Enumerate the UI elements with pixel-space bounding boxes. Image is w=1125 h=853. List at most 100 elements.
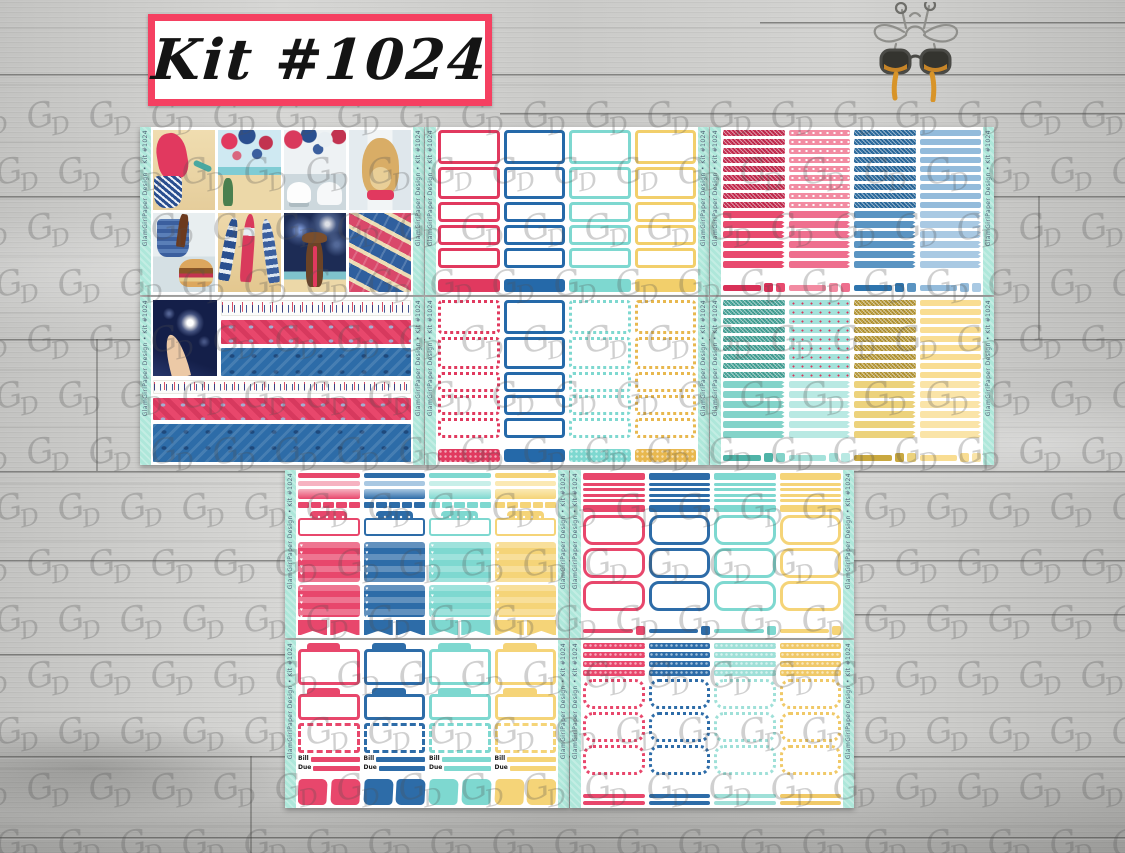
rounded-box-sticker (648, 515, 710, 545)
header-strip-sticker (919, 184, 981, 190)
patterned-strip-sticker (714, 670, 776, 676)
photo-swimsuit-beach (153, 130, 216, 210)
tab-box-body (298, 649, 360, 685)
stamp-edge-box-sticker (494, 723, 556, 753)
header-strip-sticker (919, 363, 981, 369)
date-square-sticker (401, 502, 413, 508)
half-box-sticker (569, 248, 631, 268)
half-box-sticker (503, 130, 565, 164)
mini-square-sticker (906, 283, 916, 292)
patterned-strip-sticker (779, 661, 841, 667)
washi-strip-sticker (788, 411, 850, 418)
washi-strip-sticker (153, 380, 411, 394)
washi-strip-sticker (854, 231, 916, 238)
date-square-sticker (467, 502, 478, 508)
sheet-edge-text: GlamGirlPaper Design • Kit #1024 (985, 130, 992, 247)
tab (503, 643, 537, 651)
half-box-sticker (503, 372, 565, 392)
header-tab (441, 511, 479, 520)
date-square-sticker (479, 502, 491, 508)
rounded-box-sticker (779, 679, 841, 709)
header-strip-sticker (788, 139, 850, 145)
header-strips-sheet-teal-gold: GlamGirlPaper Design • Kit #1024 GlamGirl… (710, 297, 994, 465)
rounded-box-sticker (583, 712, 645, 742)
brush-swatch-sticker (493, 779, 524, 805)
checklist-sticker: ♥ ♥ ♥ ♥ ♥ (429, 585, 491, 620)
tab-box-body (494, 649, 556, 685)
mini-square-sticker (766, 626, 776, 635)
washi-strip-sticker (919, 431, 981, 438)
tabs-and-swatches-sheet: GlamGirlPaper Design • Kit #1024 Bill Due B… (285, 640, 569, 808)
wood-plank-seam (855, 614, 1125, 617)
header-strip-sticker (854, 148, 916, 154)
washi-strip-sticker (854, 211, 916, 218)
brush-swatch-sticker (330, 779, 361, 805)
washi-strip-sticker (788, 241, 850, 248)
checklist-sticker: ♥ ♥ ♥ ♥ ♥ (429, 542, 491, 582)
header-strip-sticker (854, 336, 916, 342)
mini-square-sticker (829, 453, 838, 462)
rounded-box-sticker (714, 745, 776, 775)
double-line-sticker (648, 494, 710, 502)
header-strip-sticker (788, 363, 850, 369)
thin-strip-sticker (363, 481, 425, 486)
washi-strip-sticker (854, 411, 916, 418)
half-box-sticker (634, 167, 696, 199)
heart-checkbox-column: ♥ ♥ ♥ ♥ ♥ (431, 543, 434, 577)
line-strip-sticker (583, 494, 645, 497)
mini-strip-sticker (854, 454, 892, 461)
thin-strip-sticker (779, 801, 841, 805)
mini-sticker-row (854, 453, 916, 462)
mini-strip-sticker (779, 628, 829, 633)
header-strip-sticker (723, 157, 785, 163)
rounded-box-sticker (779, 515, 841, 545)
header-strip-sticker (854, 327, 916, 333)
header-strip-sticker (788, 327, 850, 333)
header-strip-sticker (919, 130, 981, 136)
mini-strip-sticker (723, 454, 761, 461)
sheet-edge-right: GlamGirlPaper Design • Kit #1024 (698, 127, 709, 295)
sheet-edge-text: GlamGirlPaper Design • Kit #1024 (712, 130, 719, 247)
header-strip-sticker (854, 175, 916, 181)
washi-strip-sticker (919, 221, 981, 228)
sheet-edge-text: GlamGirlPaper Design • Kit #1024 (845, 473, 852, 590)
solid-bar-sticker (569, 279, 631, 292)
half-box-sticker (569, 225, 631, 245)
banner-row (494, 620, 556, 635)
header-strip-sticker (723, 372, 785, 378)
date-square-row (429, 502, 491, 508)
washi-strip-sticker (919, 381, 981, 388)
sheet-body (723, 300, 981, 462)
tab (372, 643, 406, 651)
tab-box-body (298, 694, 360, 720)
date-square-sticker (494, 502, 506, 508)
date-square-sticker (441, 502, 453, 508)
header-tab (310, 511, 348, 520)
header-strip-sticker (854, 318, 916, 324)
date-square-sticker (414, 502, 426, 508)
line-strip-sticker (648, 494, 710, 497)
sheet-edge-text: GlamGirlPaper Design • Kit #1024 (572, 473, 579, 590)
line-strip-sticker (583, 473, 645, 480)
tab-box-body (363, 694, 425, 720)
mini-strip-sticker (583, 628, 633, 633)
stamp-edge-box-sticker (429, 723, 491, 753)
header-strip-sticker (788, 318, 850, 324)
bill-due-label: Due (363, 764, 377, 771)
sheet-edge-text: GlamGirlPaper Design • Kit #1024 (985, 300, 992, 417)
sticker-column (438, 130, 500, 292)
banner-row (363, 620, 425, 635)
bill-due-bar (441, 756, 491, 762)
tab-box-sticker (429, 688, 491, 720)
header-strip-sticker (723, 318, 785, 324)
tab-box-body (429, 694, 491, 720)
half-box-sheet: GlamGirlPaper Design • Kit #1024 GlamGirl… (425, 127, 709, 295)
sticker-column (919, 300, 981, 462)
line-strip-sticker (648, 505, 710, 512)
patterned-strip-sticker (583, 661, 645, 667)
washi-strip-sticker (723, 421, 785, 428)
mini-sticker-row (919, 283, 981, 292)
mini-square-sticker (960, 453, 969, 462)
mini-sticker-row (714, 626, 776, 635)
bill-due-bar (378, 765, 425, 771)
